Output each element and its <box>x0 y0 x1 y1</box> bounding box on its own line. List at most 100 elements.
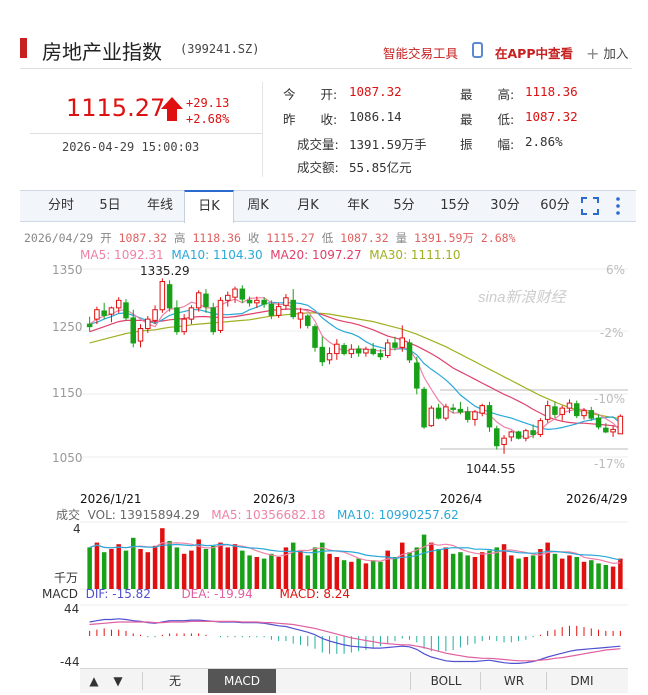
tab-monthly-k[interactable]: 月K <box>297 198 319 213</box>
volume-label: 成交量: <box>297 137 339 152</box>
info-vol-label: 量 <box>395 231 408 245</box>
watermark: sina新浪财经 <box>478 289 568 306</box>
candle-body <box>552 406 558 415</box>
candle-body <box>145 318 151 330</box>
tab-weekly-k[interactable]: 周K <box>247 198 269 213</box>
scroll-down-button[interactable]: ▼ <box>113 674 123 688</box>
more-icon[interactable] <box>614 196 622 216</box>
indicator-boll[interactable]: BOLL <box>430 674 462 688</box>
candle-body <box>101 310 107 316</box>
x-label-apr: 2026/4 <box>440 492 482 506</box>
candle-body <box>334 343 340 355</box>
quote-divider <box>30 133 262 134</box>
price-change: +29.13 +2.68% <box>186 95 229 127</box>
volume-bar <box>596 563 601 589</box>
info-pct: 2.68% <box>480 231 516 245</box>
y-label-1150: 1150 <box>52 386 83 400</box>
candle-body <box>355 348 362 354</box>
candle-body <box>559 407 565 415</box>
info-vol: 1391.59万 <box>414 231 474 245</box>
tab-5min[interactable]: 5分 <box>393 198 415 213</box>
open-label: 今 开: <box>283 87 338 102</box>
volume-bar <box>494 547 500 589</box>
macd-legend: MACD DIF: -15.82 DEA: -19.94 MACD: 8.24 <box>42 587 350 601</box>
add-watchlist-button[interactable]: + 加入 <box>586 43 628 63</box>
info-high: 1118.36 <box>192 231 241 245</box>
dea-legend: DEA: -19.94 <box>181 587 253 601</box>
candle-body <box>254 299 260 304</box>
indicator-wr[interactable]: WR <box>503 674 525 688</box>
macd-value-legend: MACD: 8.24 <box>279 587 351 601</box>
candle-body <box>610 428 616 433</box>
ma10-legend: MA10: 1104.30 <box>171 248 263 262</box>
amplitude-value: 2.86% <box>525 134 563 149</box>
pct-label-m2: -2% <box>600 326 623 340</box>
volume-bar <box>559 558 565 589</box>
volume-bar <box>203 549 209 589</box>
trading-tools-link[interactable]: 智能交易工具 <box>383 46 459 61</box>
volume-bar <box>290 542 296 589</box>
y-label-1050: 1050 <box>52 451 83 465</box>
volume-bar <box>109 549 114 589</box>
tab-yearly-k[interactable]: 年K <box>347 198 369 213</box>
tab-5day[interactable]: 5日 <box>99 198 121 213</box>
volume-bar <box>116 544 121 589</box>
volume-bar <box>618 558 623 589</box>
volume-bar <box>210 545 216 589</box>
volume-bar <box>312 547 318 589</box>
candle-body <box>544 405 551 420</box>
indicator-none[interactable]: 无 <box>168 674 181 688</box>
fullscreen-icon[interactable] <box>580 196 600 216</box>
indicator-macd[interactable]: MACD <box>208 669 276 693</box>
volume-bar <box>458 552 463 589</box>
ma30-legend: MA30: 1111.10 <box>369 248 461 262</box>
scroll-up-button[interactable]: ▲ <box>89 674 99 688</box>
tab-intraday[interactable]: 分时 <box>47 198 74 213</box>
volume-bar <box>87 547 92 589</box>
candle-body <box>603 427 609 433</box>
volume-bar <box>145 552 151 589</box>
candle-body <box>508 431 515 438</box>
info-high-label: 高 <box>174 231 186 245</box>
candle-body <box>217 299 224 331</box>
low-value: 1087.32 <box>525 109 578 124</box>
view-in-app-link[interactable]: 在APP中查看 <box>495 46 573 61</box>
candle-body <box>370 348 376 355</box>
tab-15min[interactable]: 15分 <box>440 198 470 213</box>
period-tabs: 分时 5日 年线 日K 周K 月K 年K 5分 15分 30分 60分 <box>20 190 636 223</box>
max-price-label: 1335.29 <box>140 264 190 278</box>
volume-bar <box>421 534 427 589</box>
volume-bar <box>414 547 420 589</box>
candle-body <box>115 299 122 309</box>
tab-yearline[interactable]: 年线 <box>146 198 173 213</box>
tab-daily-k[interactable]: 日K <box>184 190 234 223</box>
dea-line <box>89 620 621 662</box>
candle-body <box>363 348 369 354</box>
tab-60min[interactable]: 60分 <box>540 198 570 213</box>
volume-bar <box>545 542 550 589</box>
candle-body <box>166 284 173 309</box>
indicator-dmi[interactable]: DMI <box>570 674 594 688</box>
prev-close-label: 昨 收: <box>283 112 338 127</box>
candle-body <box>414 362 420 389</box>
candle-body <box>232 288 238 298</box>
info-close-label: 收 <box>247 231 260 245</box>
ma30-line <box>89 312 621 420</box>
volume-bar <box>174 547 180 589</box>
tab-30min[interactable]: 30分 <box>490 198 520 213</box>
ma-legend: MA5: 1092.31 MA10: 1104.30 MA20: 1097.27… <box>80 248 461 262</box>
amount-label: 成交额: <box>297 160 339 175</box>
ma5-legend: MA5: 1092.31 <box>80 248 164 262</box>
volume-bar <box>341 560 347 589</box>
candle-body <box>421 388 427 428</box>
candle-body <box>181 318 187 333</box>
open-value: 1087.32 <box>349 84 402 99</box>
volume-bar <box>225 547 231 589</box>
candle-body <box>239 288 246 300</box>
volume-bar <box>581 561 587 589</box>
x-label-mar: 2026/3 <box>253 492 295 506</box>
candle-body <box>123 302 129 319</box>
volume-bar <box>160 528 165 589</box>
volume-bar <box>189 550 194 589</box>
